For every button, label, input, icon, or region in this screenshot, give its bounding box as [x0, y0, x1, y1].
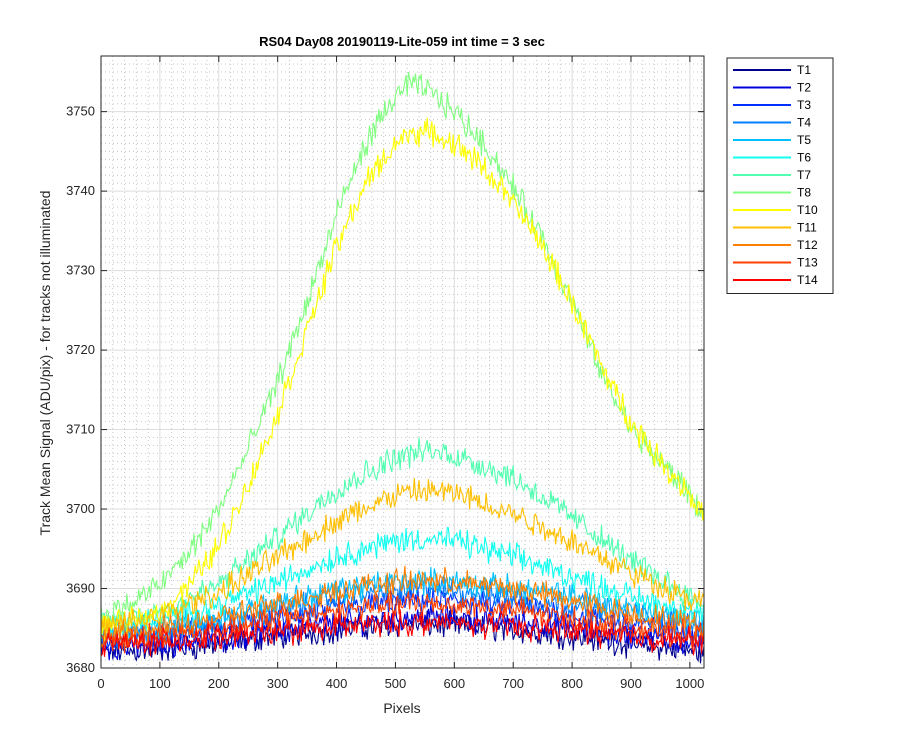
chart-title: RS04 Day08 20190119-Lite-059 int time = … [259, 34, 545, 49]
legend-entry-t8: T8 [797, 186, 811, 200]
x-tick-label: 700 [502, 676, 524, 691]
x-tick-label: 200 [208, 676, 230, 691]
x-tick-label: 300 [267, 676, 289, 691]
series-line-t11 [100, 478, 705, 640]
x-tick-label: 500 [385, 676, 407, 691]
legend-entry-t11: T11 [797, 221, 817, 235]
y-tick-label: 3740 [66, 183, 95, 198]
legend-entry-t1: T1 [797, 63, 811, 77]
x-tick-label: 900 [620, 676, 642, 691]
series-line-t10 [100, 117, 705, 641]
legend-entry-t10: T10 [797, 203, 818, 217]
legend-entry-t6: T6 [797, 151, 811, 165]
plot-area [100, 55, 705, 669]
x-axis: 0 100 200 300 400 500 600 700 800 900 1000 [97, 56, 704, 691]
legend-entry-t3: T3 [797, 98, 811, 112]
x-axis-label: Pixels [383, 700, 420, 716]
legend-entry-t2: T2 [797, 81, 811, 95]
x-tick-label: 800 [561, 676, 583, 691]
axes-box [100, 55, 705, 669]
x-tick-label: 100 [149, 676, 171, 691]
y-tick-label: 3690 [66, 581, 95, 596]
series-line-t12 [100, 565, 705, 648]
y-tick-label: 3710 [66, 422, 95, 437]
legend-entry-t4: T4 [797, 116, 811, 130]
y-tick-label: 3750 [66, 104, 95, 119]
legend-entry-t14: T14 [797, 273, 818, 287]
series-line-t6 [100, 527, 705, 639]
x-tick-label: 0 [97, 676, 104, 691]
y-tick-label: 3700 [66, 501, 95, 516]
y-axis: 3680 3690 3700 3710 3720 3730 3740 3750 [66, 104, 704, 675]
legend-entry-t7: T7 [797, 168, 811, 182]
y-tick-label: 3720 [66, 342, 95, 357]
x-tick-label: 600 [443, 676, 465, 691]
series-line-t3 [100, 586, 705, 653]
series-line-t7 [100, 437, 705, 630]
series-line-t8 [100, 71, 705, 626]
x-tick-label: 400 [326, 676, 348, 691]
y-tick-label: 3680 [66, 660, 95, 675]
legend: T1 T2 T3 T4 T5 T6 T7 T8 T10 T11 T12 T13 T14 [726, 57, 834, 294]
legend-entry-t5: T5 [797, 133, 811, 147]
legend-entry-t12: T12 [797, 238, 818, 252]
x-tick-label: 1000 [675, 676, 704, 691]
series-line-t13 [100, 589, 705, 654]
y-tick-label: 3730 [66, 263, 95, 278]
legend-entry-t13: T13 [797, 256, 818, 270]
series-line-t14 [100, 609, 705, 657]
y-axis-label: Track Mean Signal (ADU/pix) - for tracks… [37, 191, 53, 536]
